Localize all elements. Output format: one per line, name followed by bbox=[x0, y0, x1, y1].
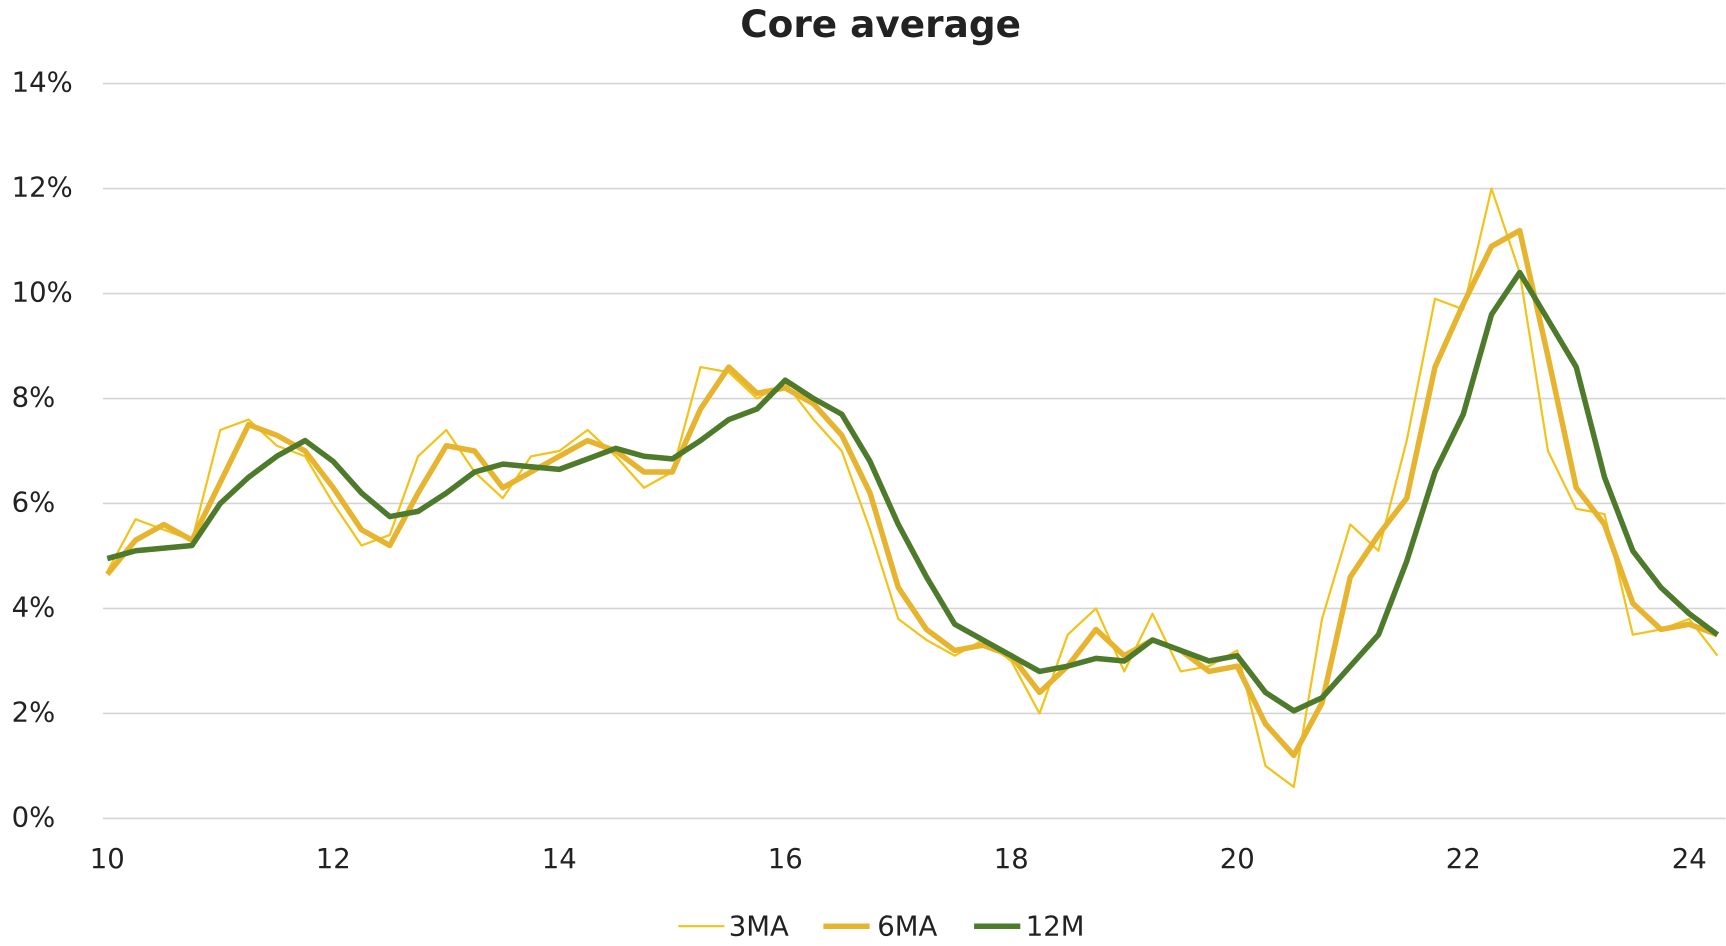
y-tick-label: 10% bbox=[12, 277, 73, 309]
x-tick-label: 12 bbox=[316, 843, 351, 875]
x-tick-label: 18 bbox=[994, 843, 1029, 875]
y-tick-label: 14% bbox=[12, 67, 73, 99]
x-tick-label: 24 bbox=[1672, 843, 1707, 875]
x-tick-label: 20 bbox=[1220, 843, 1255, 875]
y-tick-label: 12% bbox=[12, 172, 73, 204]
y-tick-label: 4% bbox=[12, 591, 56, 623]
legend-label: 12M bbox=[1026, 910, 1085, 942]
y-tick-label: 2% bbox=[12, 696, 56, 728]
legend-label: 3MA bbox=[729, 910, 789, 942]
x-tick-label: 10 bbox=[90, 843, 125, 875]
y-tick-label: 0% bbox=[12, 801, 56, 833]
legend-label: 6MA bbox=[877, 910, 937, 942]
y-tick-label: 6% bbox=[12, 486, 56, 518]
x-tick-label: 14 bbox=[542, 843, 577, 875]
series-line bbox=[106, 269, 1720, 714]
x-tick-label: 16 bbox=[768, 843, 803, 875]
y-tick-label: 8% bbox=[12, 382, 56, 414]
chart-title: Core average bbox=[740, 2, 1021, 46]
legend: 3MA 6MA 12M bbox=[678, 910, 1085, 942]
series-line bbox=[105, 227, 1719, 759]
x-tick-label: 22 bbox=[1446, 843, 1481, 875]
